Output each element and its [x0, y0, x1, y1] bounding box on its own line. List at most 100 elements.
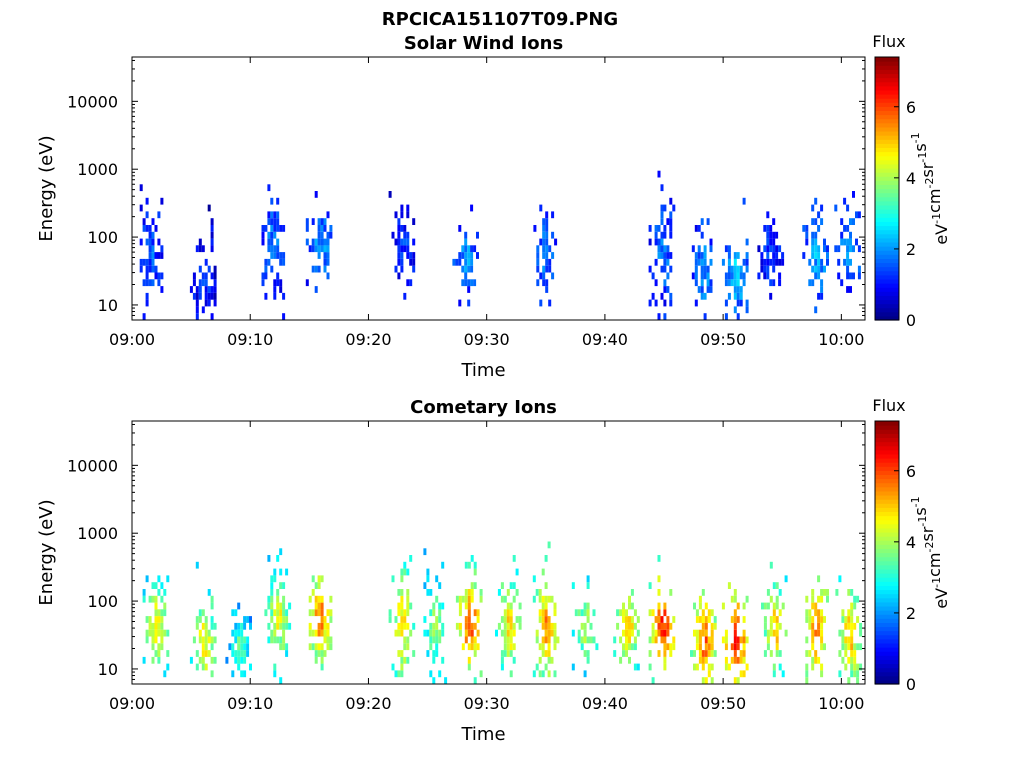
flux-cell: [778, 663, 782, 671]
flux-cell: [305, 279, 309, 287]
flux-cell: [700, 286, 704, 293]
flux-cell: [841, 643, 845, 651]
flux-cell: [157, 589, 161, 596]
flux-cell: [198, 279, 202, 287]
flux-cell: [856, 616, 860, 623]
flux-cell: [733, 286, 737, 293]
flux-cell: [270, 211, 274, 219]
colorbar-frame: [874, 56, 900, 321]
flux-cell: [282, 292, 286, 300]
flux-cell: [536, 252, 540, 259]
flux-cell: [666, 622, 670, 630]
flux-cell: [666, 245, 670, 253]
flux-cell: [733, 677, 737, 684]
flux-cell: [314, 629, 318, 637]
flux-cell: [663, 252, 667, 259]
flux-cell: [246, 650, 250, 657]
flux-cell: [285, 650, 289, 657]
colorbar-segment: [875, 589, 899, 595]
colorbar-segment: [875, 638, 899, 644]
flux-cell: [237, 643, 241, 651]
flux-cell: [580, 622, 584, 630]
flux-cell: [157, 272, 161, 280]
flux-cell: [547, 616, 551, 623]
flux-cell: [826, 595, 829, 603]
colorbar-segment: [875, 184, 899, 190]
flux-cell: [814, 265, 818, 273]
flux-cell: [467, 279, 471, 287]
flux-cell: [240, 656, 244, 664]
flux-cell: [160, 643, 164, 651]
flux-cell: [503, 629, 507, 637]
x-tick-label: 10:00: [818, 694, 864, 713]
flux-cell: [595, 643, 599, 651]
flux-cell: [403, 616, 407, 623]
flux-cell: [157, 279, 161, 287]
flux-cell: [157, 656, 161, 664]
colorbar-segment: [875, 151, 899, 157]
flux-cell: [545, 218, 549, 225]
flux-cell: [145, 636, 149, 644]
flux-cell: [243, 636, 247, 644]
flux-cell: [628, 616, 631, 623]
flux-cell: [323, 650, 327, 657]
flux-cell: [397, 602, 401, 610]
colorbar-segment: [875, 225, 899, 231]
flux-cell: [400, 589, 404, 596]
flux-cell: [467, 616, 471, 623]
flux-cell: [823, 238, 826, 246]
flux-cell: [467, 299, 471, 307]
flux-cell: [553, 629, 557, 637]
flux-cell: [273, 663, 277, 671]
flux-cell: [464, 265, 468, 273]
flux-cell: [654, 238, 658, 246]
flux-cell: [279, 582, 283, 589]
flux-cell: [651, 677, 655, 684]
colorbar-segment: [875, 85, 899, 91]
flux-cell: [473, 279, 477, 287]
flux-cell: [811, 656, 815, 664]
flux-cell: [518, 602, 522, 610]
flux-cell: [648, 609, 652, 617]
flux-cell: [406, 643, 410, 651]
flux-cell: [628, 595, 631, 603]
flux-cell: [276, 245, 280, 253]
colorbar-segment: [875, 429, 899, 434]
flux-cell: [808, 258, 812, 266]
flux-cell: [846, 265, 850, 273]
flux-cell: [811, 602, 815, 610]
flux-cell: [151, 629, 155, 637]
flux-cell: [663, 286, 667, 293]
flux-cell: [775, 629, 779, 637]
flux-cell: [394, 238, 398, 246]
flux-cell: [470, 204, 474, 212]
flux-cell: [243, 670, 247, 678]
flux-cell: [207, 299, 211, 307]
flux-cell: [279, 602, 283, 610]
flux-cell: [270, 616, 274, 623]
flux-cell: [852, 191, 855, 198]
flux-cell: [660, 622, 664, 630]
colorbar-segment: [875, 445, 899, 451]
flux-cell: [506, 616, 510, 623]
flux-cell: [145, 265, 149, 273]
flux-cell: [234, 636, 238, 644]
flux-cell: [700, 272, 704, 280]
flux-cell: [698, 616, 702, 623]
flux-cell: [412, 238, 416, 246]
flux-cell: [426, 589, 430, 596]
flux-cell: [148, 238, 152, 246]
flux-cell: [619, 636, 623, 644]
flux-cell: [207, 265, 211, 273]
flux-cell: [628, 643, 631, 651]
flux-cell: [706, 272, 710, 280]
flux-cell: [672, 616, 676, 623]
flux-cell: [237, 663, 241, 671]
flux-cell: [163, 629, 167, 637]
colorbar-segment: [875, 511, 899, 517]
x-tick-label: 09:10: [227, 330, 273, 349]
flux-cell: [467, 265, 471, 273]
flux-cell: [317, 225, 321, 232]
flux-cell: [745, 258, 749, 266]
colorbar-segment: [875, 122, 899, 128]
